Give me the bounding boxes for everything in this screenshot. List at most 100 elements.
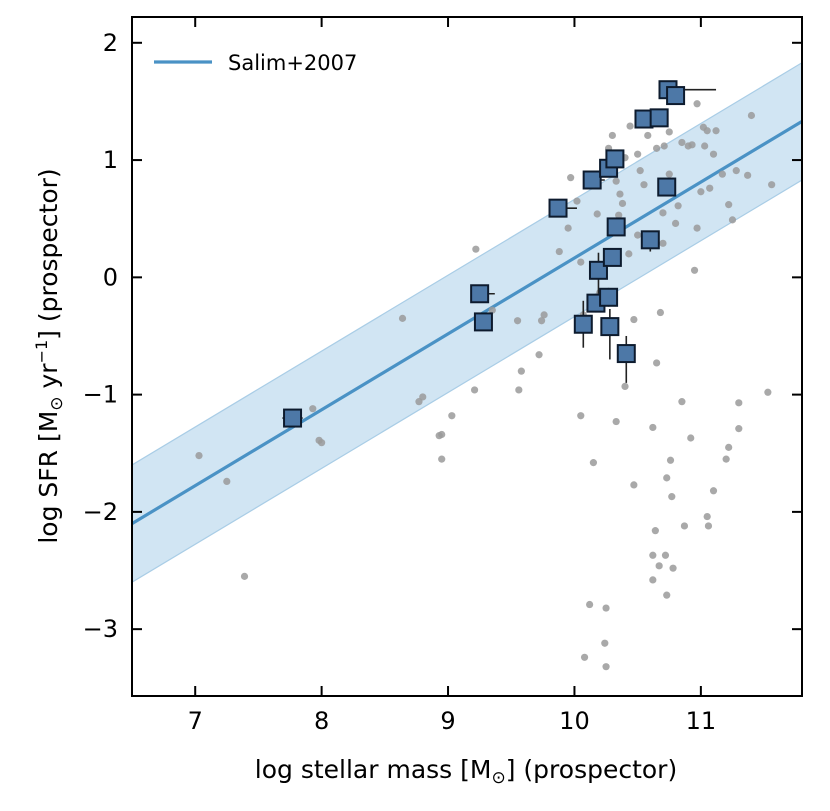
background-point (621, 382, 629, 391)
background-point (636, 167, 644, 175)
background-point (517, 367, 525, 375)
background-point (703, 512, 711, 521)
background-point (659, 209, 667, 217)
background-point (601, 639, 609, 647)
highlighted-point (640, 230, 660, 252)
background-point (690, 266, 699, 274)
background-point (223, 477, 231, 485)
x-tick-label: 10 (559, 707, 590, 735)
y-axis-label-sun-symbol: ⊙ (47, 396, 67, 410)
background-point (712, 127, 720, 135)
x-tick-label: 7 (188, 707, 203, 735)
y-axis-label-tail: ] (prospector) (34, 168, 63, 340)
x-axis-label: log stellar mass [M⊙] (prospector) (255, 755, 677, 788)
highlighted-point (602, 247, 622, 267)
background-point (651, 527, 659, 535)
background-point (709, 487, 718, 495)
highlighted-square (602, 247, 622, 267)
background-point (564, 224, 572, 232)
highlighted-point (548, 198, 577, 218)
highlighted-square (473, 312, 493, 332)
background-point (660, 142, 668, 150)
highlighted-square (657, 177, 677, 197)
background-point (555, 247, 563, 256)
background-point (671, 219, 680, 227)
background-point (577, 258, 585, 266)
background-point (240, 572, 249, 580)
background-point (309, 405, 317, 413)
background-point (535, 351, 543, 359)
background-point (398, 314, 407, 322)
background-point (693, 100, 701, 108)
background-point (634, 231, 642, 239)
highlighted-square (582, 170, 602, 190)
background-point (665, 128, 673, 136)
background-point (634, 150, 642, 158)
background-point (577, 412, 585, 420)
background-point (586, 600, 594, 609)
y-tick-label: −2 (83, 498, 118, 526)
salim-band-upper-edge (132, 62, 802, 466)
background-point (747, 111, 756, 120)
background-point (625, 250, 633, 258)
y-tick-label: 2 (103, 29, 118, 57)
background-point (640, 181, 648, 189)
background-point (703, 127, 711, 135)
background-point (616, 190, 624, 198)
background-point (653, 144, 661, 152)
background-point (663, 591, 671, 599)
background-point (674, 202, 682, 210)
background-point (735, 425, 743, 433)
salim-band-lower-edge (132, 179, 802, 583)
background-point (618, 199, 627, 208)
highlighted-point (649, 108, 669, 128)
background-point (693, 224, 701, 232)
background-point (725, 201, 733, 209)
background-point (655, 562, 663, 570)
legend-label: Salim+2007 (228, 51, 357, 75)
background-point (488, 306, 496, 314)
highlighted-point (616, 335, 636, 383)
x-axis-label-tail: ] (prospector) (506, 755, 678, 784)
background-point (419, 393, 427, 401)
background-point (318, 439, 326, 447)
highlighted-square (616, 344, 636, 364)
highlighted-point (606, 217, 626, 237)
background-point (438, 430, 446, 439)
highlighted-square (470, 284, 490, 304)
background-point (678, 138, 686, 147)
salim-relation-line (132, 119, 802, 525)
highlighted-point (588, 252, 608, 294)
background-point (659, 239, 667, 247)
background-point (472, 245, 480, 253)
background-point (735, 399, 743, 407)
background-point (649, 423, 657, 432)
background-point (764, 388, 772, 396)
background-point (706, 184, 714, 192)
highlighted-square (600, 317, 620, 337)
background-point (697, 188, 705, 196)
y-tick-label: 1 (103, 146, 118, 174)
background-point (656, 308, 665, 317)
background-point (665, 170, 673, 178)
background-point (653, 359, 661, 367)
background-point (515, 386, 523, 394)
background-point (678, 398, 686, 406)
highlighted-square (640, 230, 660, 250)
background-point (688, 141, 696, 149)
background-point (701, 142, 709, 150)
background-point (513, 317, 522, 325)
background-point (195, 451, 203, 460)
highlighted-point (473, 312, 493, 332)
background-point (602, 604, 610, 612)
background-point (704, 522, 713, 530)
background-point (630, 315, 638, 324)
background-point (680, 522, 689, 530)
background-point (663, 474, 671, 482)
highlighted-point (657, 177, 677, 197)
background-point (573, 197, 581, 205)
legend: Salim+2007 (154, 51, 357, 75)
highlighted-point (666, 86, 686, 106)
background-point (669, 564, 677, 572)
